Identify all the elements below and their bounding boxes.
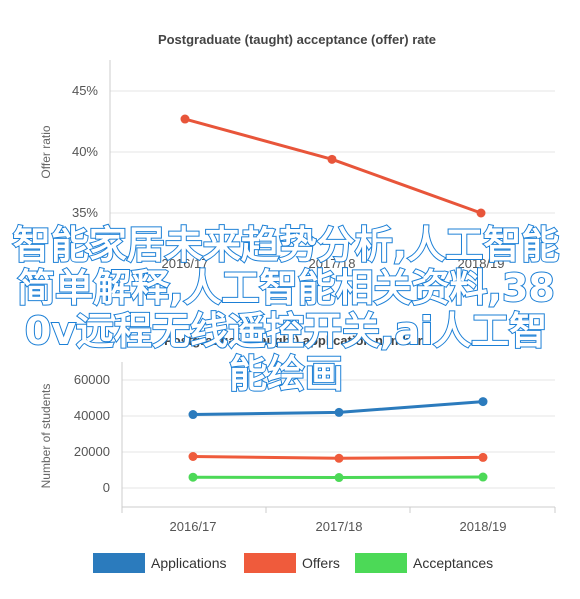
chart2-y-tick-label: 60000 bbox=[74, 372, 110, 387]
chart2-x-tick-label: 2016/17 bbox=[170, 519, 217, 534]
chart1-series-line bbox=[184, 117, 482, 215]
chart1-x-tick-label: 2016/17 bbox=[162, 256, 209, 271]
chart2-x-tick-label: 2018/19 bbox=[460, 519, 507, 534]
chart2-acceptances-point bbox=[334, 473, 344, 483]
chart2-legend: Applications Offers Acceptances bbox=[93, 553, 493, 573]
chart1-title: Postgraduate (taught) acceptance (offer)… bbox=[158, 32, 436, 47]
chart2-applications-point bbox=[334, 407, 344, 417]
chart1-x-tick-label: 2018/19 bbox=[458, 256, 505, 271]
chart1-x-tick-label: 2017/18 bbox=[309, 256, 356, 271]
chart2-offers-point bbox=[188, 452, 198, 461]
chart2-x-tick-label: 2017/18 bbox=[316, 519, 363, 534]
chart1-y-tick-label: 45% bbox=[72, 83, 98, 98]
chart1-series-point bbox=[476, 208, 486, 218]
chart-offer-rate: Postgraduate (taught) acceptance (offer)… bbox=[39, 32, 555, 271]
chart1-ylabel: Offer ratio bbox=[39, 125, 53, 178]
legend-swatch-acceptances bbox=[355, 553, 407, 573]
legend-label-offers: Offers bbox=[302, 555, 340, 571]
chart-application-numbers: Postgraduate (taught) application number… bbox=[39, 333, 556, 573]
legend-label-acceptances: Acceptances bbox=[413, 555, 493, 571]
legend-swatch-applications bbox=[93, 553, 145, 573]
chart2-applications-point bbox=[188, 410, 198, 420]
chart2-offers-point bbox=[334, 453, 344, 463]
chart2-acceptances-point bbox=[188, 472, 198, 482]
chart1-y-tick-label: 40% bbox=[72, 144, 98, 159]
chart1-series-point bbox=[180, 114, 190, 124]
chart2-title: Postgraduate (taught) application number… bbox=[164, 333, 430, 348]
chart2-acceptances-point bbox=[478, 472, 488, 482]
chart2-y-tick-label: 0 bbox=[103, 480, 110, 495]
chart2-ylabel: Number of students bbox=[39, 384, 53, 489]
overlay-banner-text: 智能家居未来趋势分析,人工智能简单解释,人工智能相关资料,380v远程无线遥控开… bbox=[12, 223, 560, 397]
chart2-y-tick-label: 20000 bbox=[74, 444, 110, 459]
chart2-offers-point bbox=[478, 452, 488, 462]
legend-label-applications: Applications bbox=[151, 555, 227, 571]
chart2-y-tick-label: 40000 bbox=[74, 408, 110, 423]
chart1-series-point bbox=[327, 154, 337, 164]
chart2-applications-point bbox=[478, 397, 488, 407]
legend-swatch-offers bbox=[244, 553, 296, 573]
chart1-y-tick-label: 35% bbox=[72, 205, 98, 220]
